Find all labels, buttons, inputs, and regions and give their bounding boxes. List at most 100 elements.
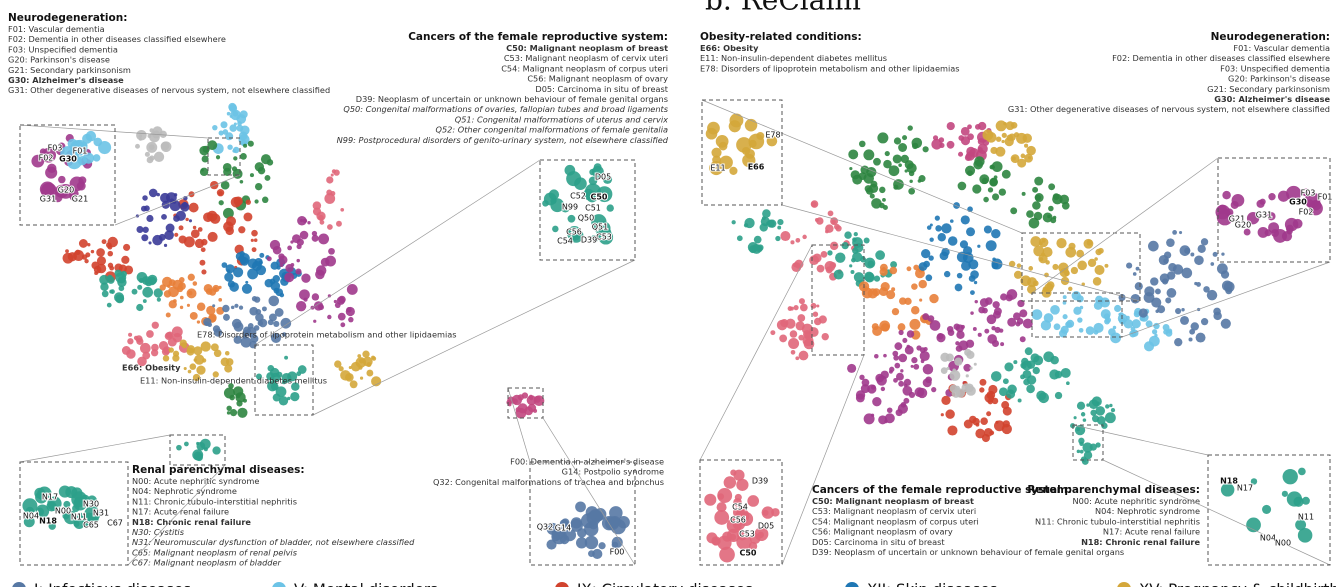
point bbox=[165, 312, 171, 318]
point bbox=[218, 130, 224, 136]
annotation-item: E66: Obesity bbox=[700, 43, 759, 53]
point bbox=[334, 360, 342, 368]
point bbox=[561, 518, 570, 527]
point bbox=[327, 294, 332, 298]
point bbox=[940, 413, 944, 417]
point bbox=[1286, 228, 1293, 235]
legend-swatch bbox=[12, 582, 26, 587]
point bbox=[225, 226, 234, 236]
inset-label: C53 bbox=[596, 233, 612, 242]
point bbox=[196, 302, 206, 311]
point bbox=[274, 308, 284, 317]
annotation-title: Obesity-related conditions: bbox=[700, 31, 862, 43]
point bbox=[1062, 314, 1068, 320]
connector bbox=[701, 99, 1023, 234]
point bbox=[82, 152, 95, 164]
point bbox=[795, 237, 801, 243]
point bbox=[972, 184, 982, 194]
point bbox=[982, 307, 988, 314]
point bbox=[874, 353, 879, 359]
point bbox=[131, 288, 138, 295]
point bbox=[1126, 262, 1133, 269]
point bbox=[1015, 321, 1021, 327]
point bbox=[902, 135, 908, 141]
point bbox=[908, 170, 915, 177]
point bbox=[1181, 308, 1185, 312]
point bbox=[1298, 467, 1306, 476]
point bbox=[184, 441, 189, 447]
point bbox=[287, 245, 292, 251]
point bbox=[238, 131, 248, 141]
point bbox=[273, 287, 280, 294]
point bbox=[1036, 390, 1047, 401]
inset-label: C56 bbox=[730, 516, 746, 525]
point bbox=[140, 342, 151, 354]
point bbox=[810, 302, 817, 309]
point bbox=[128, 332, 133, 337]
point bbox=[985, 240, 997, 252]
point bbox=[929, 223, 933, 227]
point bbox=[1076, 401, 1086, 410]
point bbox=[249, 173, 255, 178]
point bbox=[1212, 251, 1218, 257]
point bbox=[711, 536, 721, 546]
point bbox=[1216, 263, 1228, 275]
point bbox=[964, 154, 972, 162]
point bbox=[1301, 188, 1310, 197]
point bbox=[295, 301, 307, 312]
point bbox=[979, 387, 985, 393]
point bbox=[269, 239, 281, 251]
point bbox=[179, 339, 187, 347]
annotation-title: Neurodegeneration: bbox=[8, 12, 127, 24]
point bbox=[975, 422, 980, 427]
point bbox=[835, 252, 846, 263]
point bbox=[22, 498, 38, 514]
point bbox=[517, 394, 524, 401]
point bbox=[276, 265, 281, 270]
inset-label: F03 bbox=[48, 144, 63, 153]
point bbox=[995, 420, 999, 424]
point bbox=[986, 314, 997, 325]
point bbox=[873, 157, 881, 166]
inset-label: N00 bbox=[1275, 539, 1291, 548]
point bbox=[140, 205, 147, 212]
point bbox=[1213, 307, 1221, 316]
point bbox=[1019, 336, 1026, 343]
annotation-item: F03: Unspecified dementia bbox=[1220, 63, 1330, 73]
point bbox=[911, 305, 920, 315]
point bbox=[201, 358, 207, 363]
point bbox=[936, 333, 946, 343]
point bbox=[870, 384, 876, 390]
point bbox=[804, 331, 812, 340]
point bbox=[190, 229, 200, 239]
point bbox=[983, 427, 993, 437]
point bbox=[876, 375, 887, 386]
point bbox=[1008, 260, 1016, 268]
point bbox=[979, 378, 987, 386]
point bbox=[732, 506, 745, 519]
point bbox=[852, 251, 863, 263]
point bbox=[85, 130, 97, 142]
point bbox=[238, 226, 246, 234]
point bbox=[946, 121, 955, 131]
point bbox=[196, 320, 201, 324]
point bbox=[233, 267, 244, 278]
point bbox=[983, 196, 989, 203]
point bbox=[972, 327, 977, 331]
point bbox=[1046, 281, 1055, 290]
point bbox=[127, 338, 134, 345]
point bbox=[705, 127, 718, 140]
point bbox=[956, 330, 965, 339]
point bbox=[1105, 404, 1110, 409]
point bbox=[1184, 247, 1191, 254]
point bbox=[1005, 121, 1015, 131]
point bbox=[1188, 337, 1193, 342]
point bbox=[609, 506, 623, 520]
point bbox=[1220, 483, 1235, 497]
inset-label: N00 bbox=[55, 507, 71, 516]
inset-label: F00 bbox=[610, 548, 625, 557]
point bbox=[147, 134, 152, 138]
point bbox=[566, 171, 582, 187]
point bbox=[331, 169, 337, 174]
point bbox=[285, 264, 294, 273]
